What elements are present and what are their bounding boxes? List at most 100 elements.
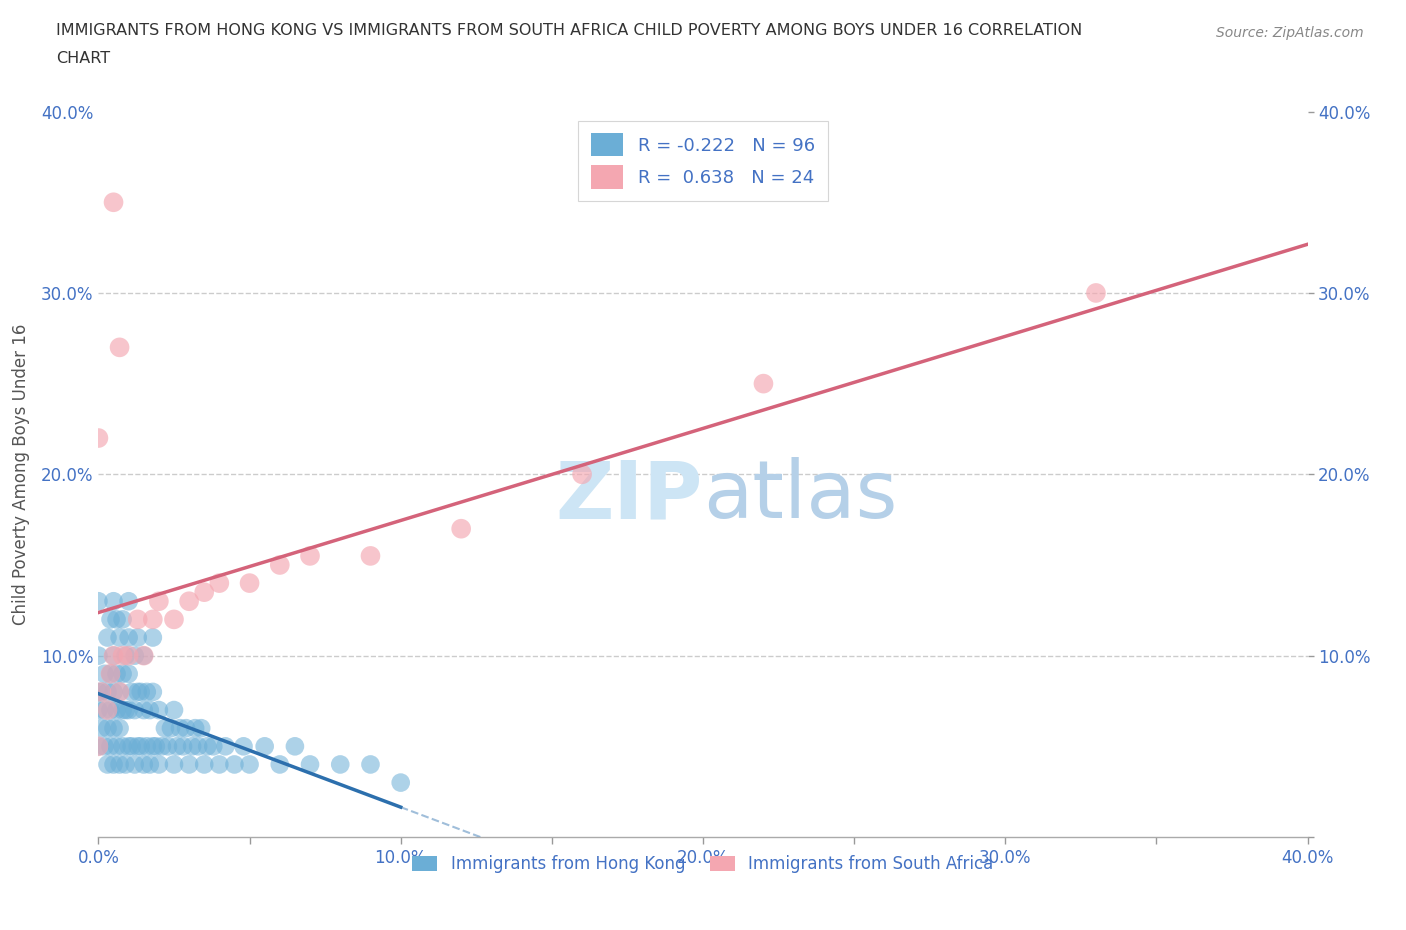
Point: [103, 594, 125, 609]
Point: [139, 703, 162, 718]
Point: [153, 721, 176, 736]
Point: [193, 757, 215, 772]
Point: [111, 612, 134, 627]
Point: [93, 667, 115, 682]
Point: [96, 684, 118, 699]
Point: [118, 703, 141, 718]
Point: [103, 757, 125, 772]
Point: [299, 549, 322, 564]
Point: [179, 757, 201, 772]
Point: [132, 648, 155, 663]
Point: [124, 703, 146, 718]
Point: [90, 684, 112, 699]
Point: [105, 738, 128, 753]
Point: [108, 684, 131, 699]
Point: [114, 648, 136, 663]
Point: [179, 594, 201, 609]
Point: [129, 684, 152, 699]
Point: [114, 703, 136, 718]
Point: [150, 738, 173, 753]
Text: CHART: CHART: [56, 51, 110, 66]
Point: [103, 648, 125, 663]
Point: [284, 738, 307, 753]
Point: [142, 684, 165, 699]
Point: [195, 738, 218, 753]
Point: [100, 703, 122, 718]
Point: [87, 648, 110, 663]
Point: [208, 757, 231, 772]
Point: [389, 776, 412, 790]
Point: [360, 549, 382, 564]
Point: [135, 684, 157, 699]
Point: [166, 738, 188, 753]
Point: [181, 738, 204, 753]
Point: [90, 721, 112, 736]
Point: [96, 757, 118, 772]
Point: [232, 738, 254, 753]
Point: [103, 684, 125, 699]
Point: [103, 195, 125, 210]
Point: [132, 703, 155, 718]
Point: [100, 667, 122, 682]
Point: [111, 667, 134, 682]
Point: [118, 667, 141, 682]
Point: [269, 757, 291, 772]
Point: [752, 377, 775, 392]
Point: [269, 558, 291, 573]
Point: [100, 612, 122, 627]
Point: [93, 738, 115, 753]
Point: [87, 703, 110, 718]
Point: [174, 721, 197, 736]
Point: [124, 757, 146, 772]
Point: [108, 757, 131, 772]
Point: [108, 684, 131, 699]
Point: [571, 467, 593, 482]
Text: IMMIGRANTS FROM HONG KONG VS IMMIGRANTS FROM SOUTH AFRICA CHILD POVERTY AMONG BO: IMMIGRANTS FROM HONG KONG VS IMMIGRANTS …: [56, 23, 1083, 38]
Point: [135, 738, 157, 753]
Point: [163, 703, 186, 718]
Point: [239, 576, 262, 591]
Point: [87, 738, 110, 753]
Point: [87, 684, 110, 699]
Point: [172, 738, 194, 753]
Point: [87, 738, 110, 753]
Point: [118, 594, 141, 609]
Point: [96, 721, 118, 736]
Text: Source: ZipAtlas.com: Source: ZipAtlas.com: [1216, 26, 1364, 40]
Point: [118, 631, 141, 645]
Point: [202, 738, 225, 753]
Point: [148, 594, 170, 609]
Point: [184, 721, 207, 736]
Point: [127, 738, 149, 753]
Point: [111, 703, 134, 718]
Point: [214, 738, 236, 753]
Point: [114, 757, 136, 772]
Point: [169, 721, 191, 736]
Point: [93, 703, 115, 718]
Point: [193, 585, 215, 600]
Point: [118, 738, 141, 753]
Point: [160, 721, 183, 736]
Point: [108, 721, 131, 736]
Point: [190, 721, 212, 736]
Text: atlas: atlas: [703, 457, 897, 535]
Point: [118, 648, 141, 663]
Point: [139, 757, 162, 772]
Point: [329, 757, 352, 772]
Point: [187, 738, 209, 753]
Text: ZIP: ZIP: [555, 457, 703, 535]
Point: [103, 648, 125, 663]
Point: [108, 340, 131, 355]
Point: [239, 757, 262, 772]
Point: [96, 631, 118, 645]
Point: [129, 738, 152, 753]
Point: [111, 738, 134, 753]
Point: [105, 667, 128, 682]
Point: [163, 612, 186, 627]
Point: [127, 631, 149, 645]
Point: [145, 738, 167, 753]
Point: [142, 631, 165, 645]
Point: [105, 703, 128, 718]
Point: [127, 612, 149, 627]
Point: [299, 757, 322, 772]
